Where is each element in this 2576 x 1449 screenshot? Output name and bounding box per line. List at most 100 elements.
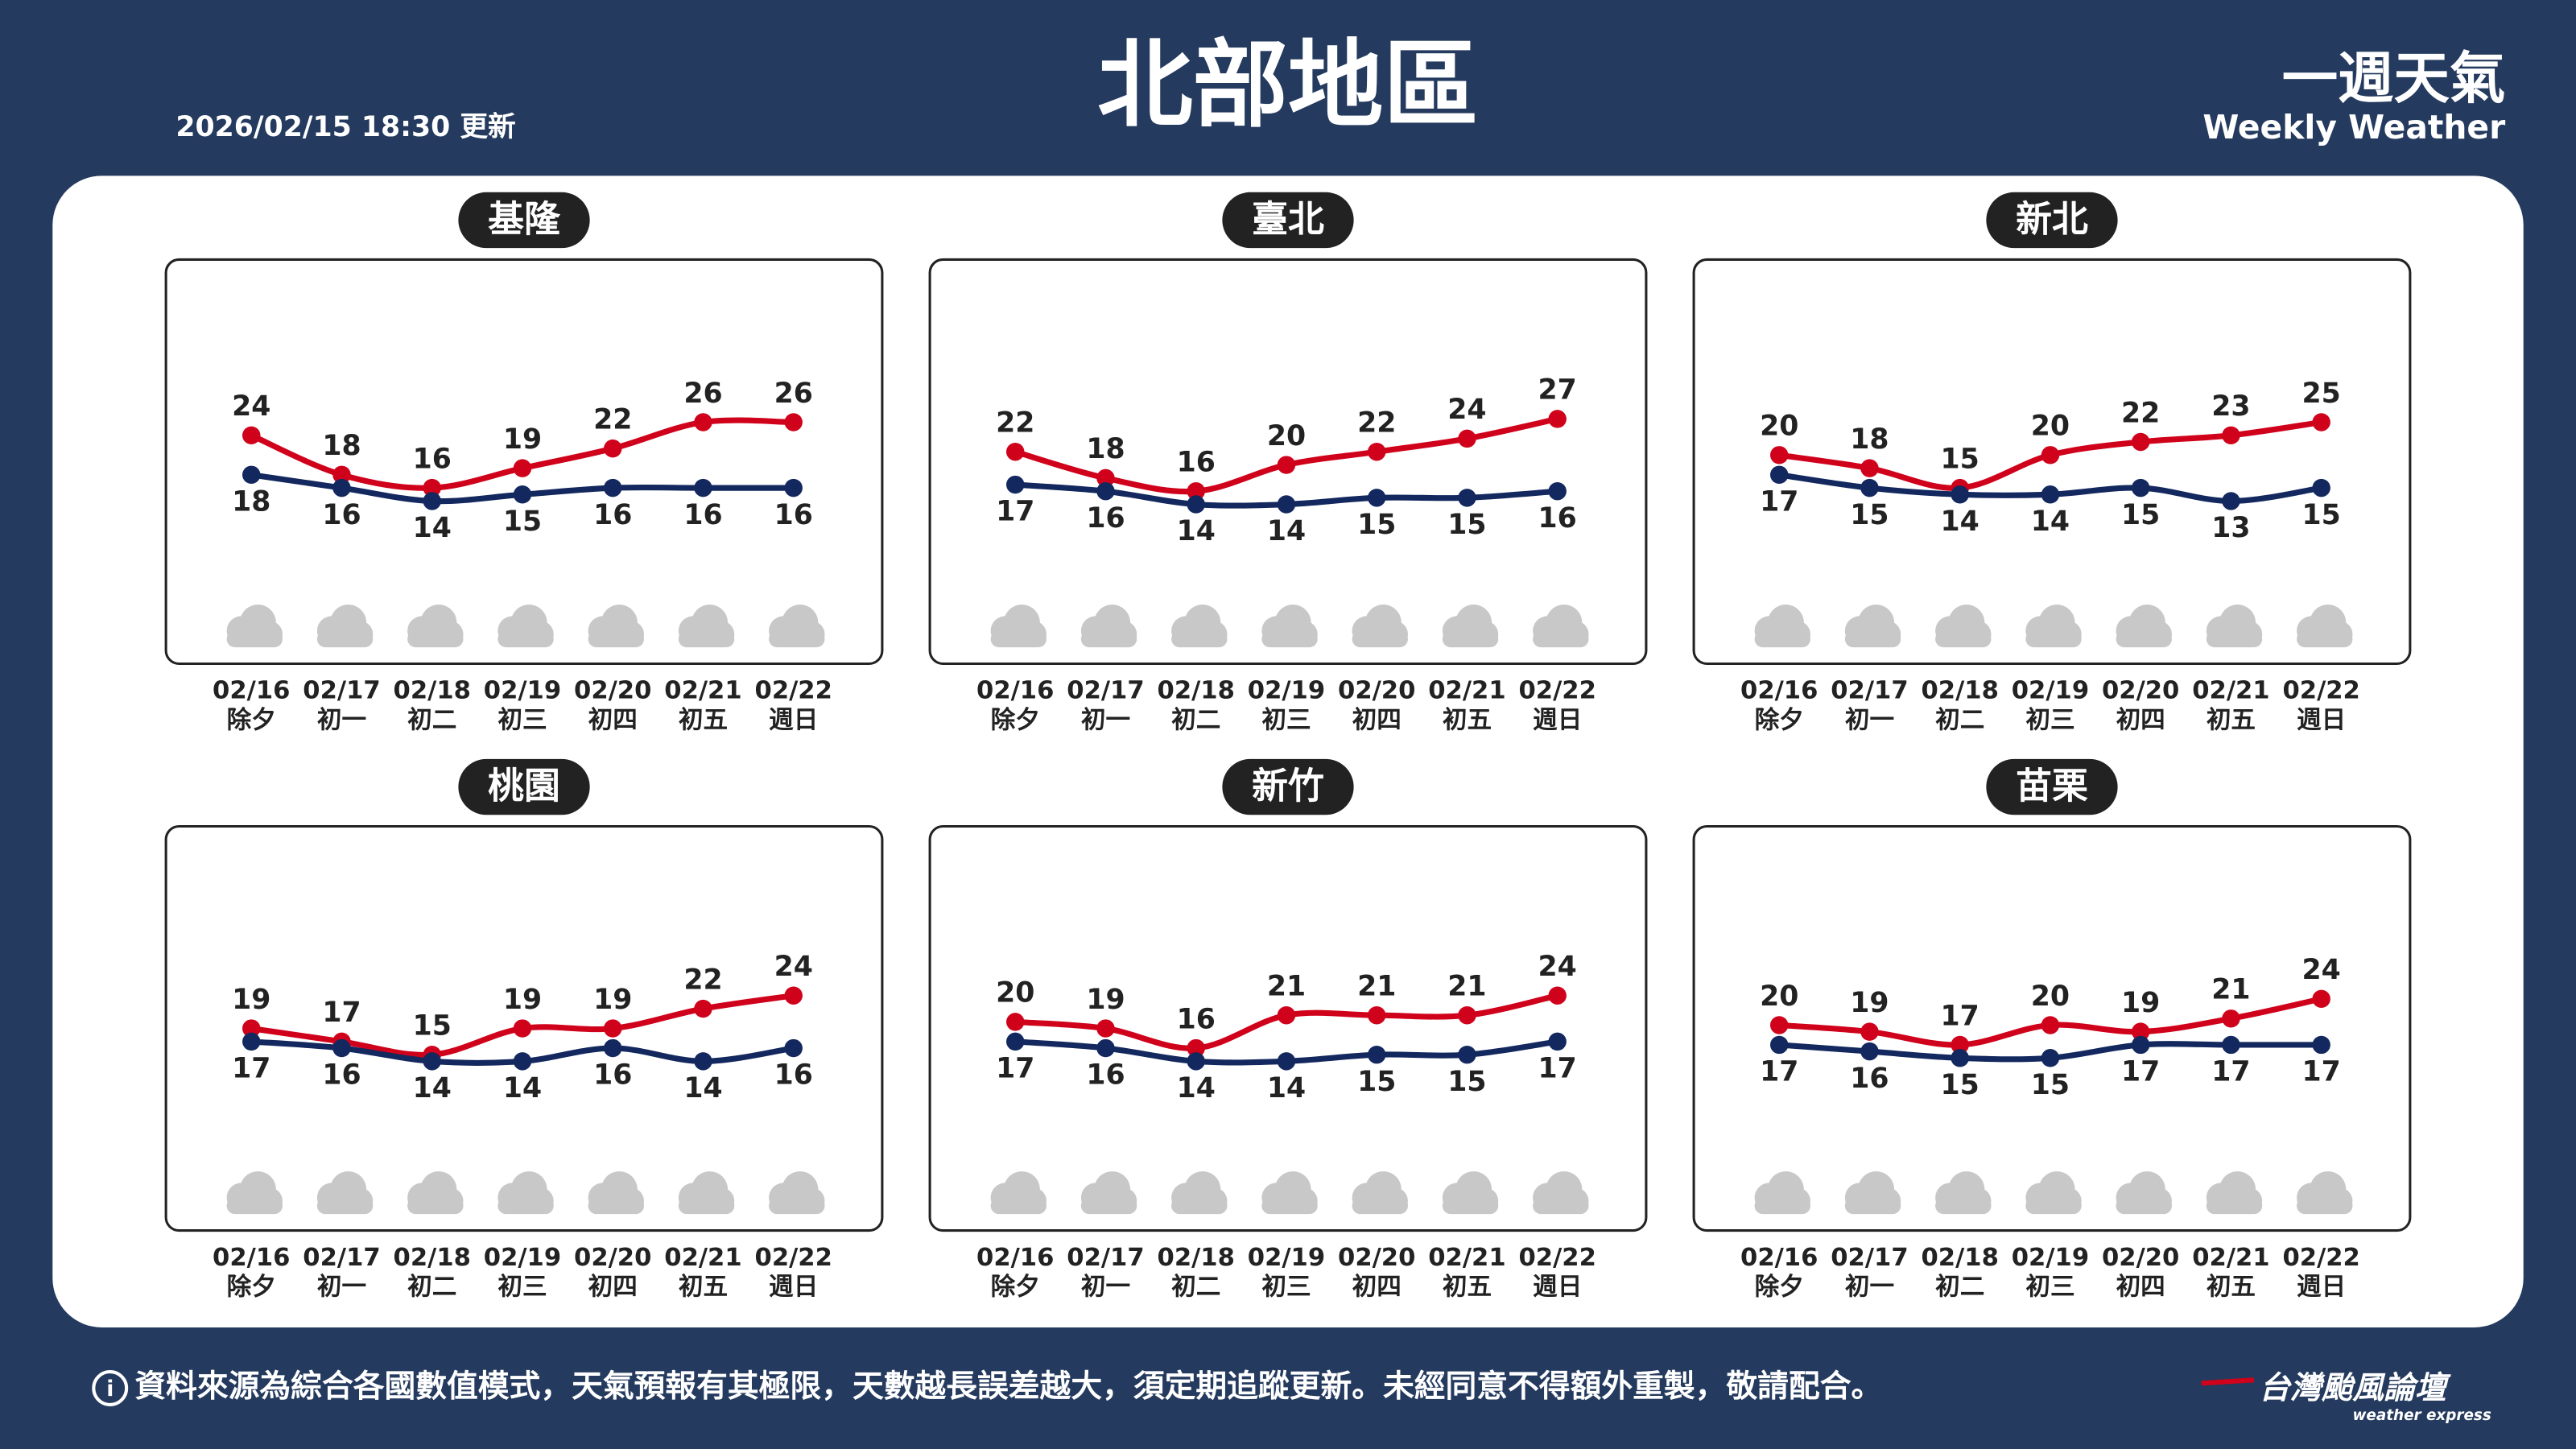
day-label: 初三 [497, 1274, 547, 1302]
date-label: 02/19 [1248, 1244, 1325, 1272]
title-pill [1222, 758, 1354, 815]
title-pill [458, 192, 590, 249]
date-label: 02/22 [755, 677, 832, 705]
date-label: 02/19 [2012, 1244, 2089, 1272]
temp-point [1096, 1019, 1115, 1038]
day-label: 初三 [1261, 1274, 1311, 1302]
temp-point [1277, 456, 1296, 474]
weather-icon [1080, 1171, 1137, 1215]
day-label: 初二 [407, 706, 456, 734]
cloud-base [497, 630, 554, 648]
weather-icon [678, 605, 735, 648]
date-label: 02/21 [2192, 677, 2269, 705]
date-label: 02/16 [1740, 677, 1818, 705]
temp-point [604, 478, 622, 497]
temp-label: 18 [1850, 423, 1889, 456]
temp-point [332, 1038, 351, 1058]
weather-icon [2297, 1171, 2353, 1215]
temp-label: 15 [503, 506, 542, 538]
date-label: 02/18 [1158, 1244, 1235, 1272]
cloud-base [2025, 1197, 2082, 1215]
temp-point [332, 478, 351, 497]
date-label: 02/22 [755, 1244, 832, 1272]
weather-icon [1935, 1171, 1992, 1215]
temp-point [2222, 426, 2240, 445]
day-label: 初二 [1171, 706, 1220, 734]
cloud-base [1261, 630, 1318, 648]
temp-label: 15 [1357, 1066, 1396, 1098]
date-label: 02/22 [1519, 677, 1596, 705]
temp-point [1006, 443, 1025, 461]
weather-icon [1754, 1171, 1810, 1215]
temp-point [1860, 459, 1879, 477]
temp-label: 17 [2121, 1056, 2160, 1088]
chart-frame [928, 825, 1648, 1232]
temp-label: 22 [683, 964, 722, 996]
temp-label: 14 [1267, 1072, 1306, 1104]
temp-point [1769, 446, 1789, 464]
day-label: 初三 [2025, 706, 2074, 734]
footer-logo: 台灣颱風論壇 [2259, 1370, 2451, 1406]
day-label: 初二 [407, 1274, 456, 1302]
info-icon-i: i [106, 1377, 114, 1402]
weather-icon [497, 605, 554, 648]
weather-icon [1352, 605, 1408, 648]
temp-point [1096, 481, 1115, 501]
cloud-base [1080, 1197, 1137, 1215]
weather-icon [1080, 605, 1137, 648]
temp-point [1187, 495, 1205, 514]
temp-label: 24 [774, 951, 813, 983]
date-label: 02/18 [1922, 1244, 1999, 1272]
temp-point [1548, 986, 1567, 1005]
date-label: 02/16 [976, 677, 1054, 705]
cloud-base [678, 630, 735, 648]
temp-label: 17 [2302, 1056, 2341, 1088]
date-label: 02/18 [1922, 677, 1999, 705]
temp-label: 15 [2121, 499, 2160, 531]
weather-icon [1935, 605, 1992, 648]
temp-label: 15 [1941, 443, 1979, 475]
temp-label: 19 [503, 984, 542, 1016]
date-label: 02/20 [1338, 677, 1415, 705]
date-label: 02/21 [1428, 1244, 1505, 1272]
temp-label: 15 [1850, 499, 1889, 531]
day-label: 初三 [2025, 1274, 2074, 1302]
weather-icon [1754, 605, 1810, 648]
cloud-base [316, 1197, 374, 1215]
temp-label: 17 [996, 496, 1034, 528]
chart-title: 基隆 [488, 198, 561, 241]
temp-label: 24 [232, 390, 270, 423]
temp-label: 18 [1086, 433, 1125, 465]
day-label: 初二 [1935, 1274, 1984, 1302]
day-label: 初五 [1443, 706, 1492, 734]
temp-label: 16 [1086, 1059, 1125, 1092]
temp-label: 22 [593, 403, 632, 436]
date-label: 02/22 [1519, 1244, 1596, 1272]
cloud-base [1261, 1197, 1318, 1215]
temp-point [1006, 475, 1025, 494]
temp-point [332, 465, 351, 485]
temp-point [2131, 432, 2150, 452]
temp-point [1367, 489, 1386, 507]
day-label: 初五 [2207, 1274, 2256, 1302]
weather-icon [588, 1171, 644, 1215]
day-label: 初一 [317, 1274, 366, 1302]
day-label: 初四 [2116, 706, 2165, 734]
cloud-base [1754, 630, 1810, 648]
temp-label: 16 [1177, 447, 1216, 479]
temp-point [2041, 1016, 2060, 1034]
temp-point [2041, 446, 2060, 464]
date-label: 02/16 [213, 1244, 290, 1272]
day-label: 初一 [1845, 1274, 1894, 1302]
temp-point [694, 478, 712, 497]
temp-label: 16 [322, 499, 361, 531]
date-label: 02/21 [664, 1244, 741, 1272]
day-label: 除夕 [227, 705, 276, 734]
cloud-base [316, 630, 374, 648]
weather-icon [407, 1171, 464, 1215]
temp-label: 19 [2121, 987, 2160, 1019]
temp-point [1006, 1013, 1025, 1031]
footer-logo-en: weather express [2352, 1407, 2491, 1424]
